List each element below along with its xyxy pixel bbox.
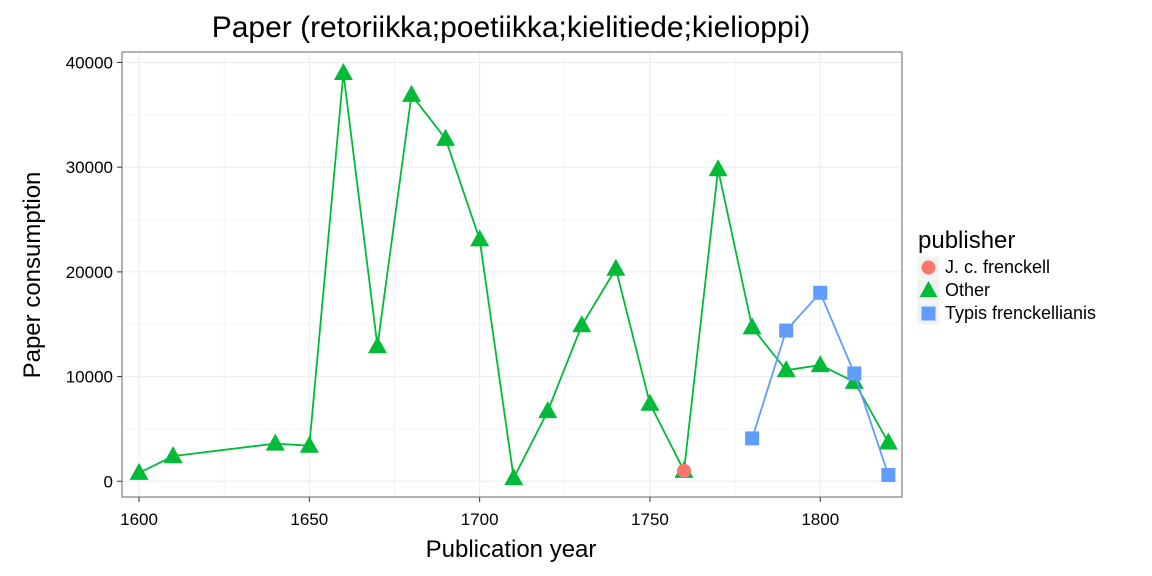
- y-tick-label: 40000: [66, 53, 113, 72]
- y-tick-label: 30000: [66, 158, 113, 177]
- plot-panel: [122, 52, 902, 497]
- data-point: [538, 401, 558, 419]
- x-tick-label: 1650: [290, 510, 328, 529]
- legend-label: J. c. frenckell: [945, 257, 1050, 277]
- data-point: [129, 462, 149, 480]
- data-point: [881, 468, 896, 483]
- x-tick-label: 1800: [801, 510, 839, 529]
- x-tick-label: 1600: [120, 510, 158, 529]
- legend-item: J. c. frenckell: [916, 255, 1050, 280]
- data-point: [333, 62, 353, 80]
- series-layer: [129, 62, 898, 486]
- y-axis-title: Paper consumption: [19, 172, 46, 379]
- legend-marker: [921, 306, 936, 321]
- data-point: [265, 433, 285, 451]
- legend-item: Typis frenckellianis: [916, 301, 1096, 326]
- data-point: [776, 360, 796, 378]
- x-tick-label: 1700: [461, 510, 499, 529]
- y-tick-label: 20000: [66, 263, 113, 282]
- data-point: [163, 446, 183, 464]
- legend: publisher J. c. frenckell Other Typis fren…: [916, 227, 1096, 326]
- legend-items: J. c. frenckell Other Typis frenckellianis: [916, 255, 1096, 326]
- data-point: [436, 128, 456, 146]
- legend-label: Typis frenckellianis: [945, 303, 1096, 323]
- data-point: [572, 315, 592, 333]
- data-point: [708, 159, 728, 177]
- legend-label: Other: [945, 280, 990, 300]
- data-point: [677, 463, 692, 478]
- data-point: [606, 258, 626, 276]
- x-tick-label: 1750: [631, 510, 669, 529]
- data-point: [742, 317, 762, 335]
- data-point: [299, 435, 319, 453]
- data-point: [810, 355, 830, 373]
- x-axis-title: Publication year: [426, 536, 597, 563]
- series-typis-frenckellianis: [745, 285, 896, 483]
- data-point: [813, 285, 828, 300]
- data-point: [847, 366, 862, 381]
- data-point: [367, 336, 387, 354]
- data-point: [640, 393, 660, 411]
- legend-title: publisher: [918, 227, 1015, 254]
- legend-marker: [919, 281, 938, 298]
- data-point: [470, 229, 490, 247]
- data-point: [402, 84, 422, 102]
- series-j-c-frenckell: [677, 463, 692, 478]
- legend-marker: [921, 260, 936, 275]
- chart-title: Paper (retoriikka;poetiikka;kielitiede;k…: [212, 11, 811, 44]
- axis-layer: 1600 1650 1700 1750 1800 0 10000 20000 30000 4000…: [66, 53, 839, 529]
- plot-border: [121, 51, 903, 498]
- data-point: [504, 468, 524, 486]
- data-point: [779, 323, 794, 338]
- y-tick-label: 0: [104, 472, 113, 491]
- series-other: [129, 62, 898, 486]
- data-point: [745, 431, 760, 446]
- legend-item: Other: [916, 278, 990, 303]
- data-point: [878, 432, 898, 450]
- y-tick-label: 10000: [66, 368, 113, 387]
